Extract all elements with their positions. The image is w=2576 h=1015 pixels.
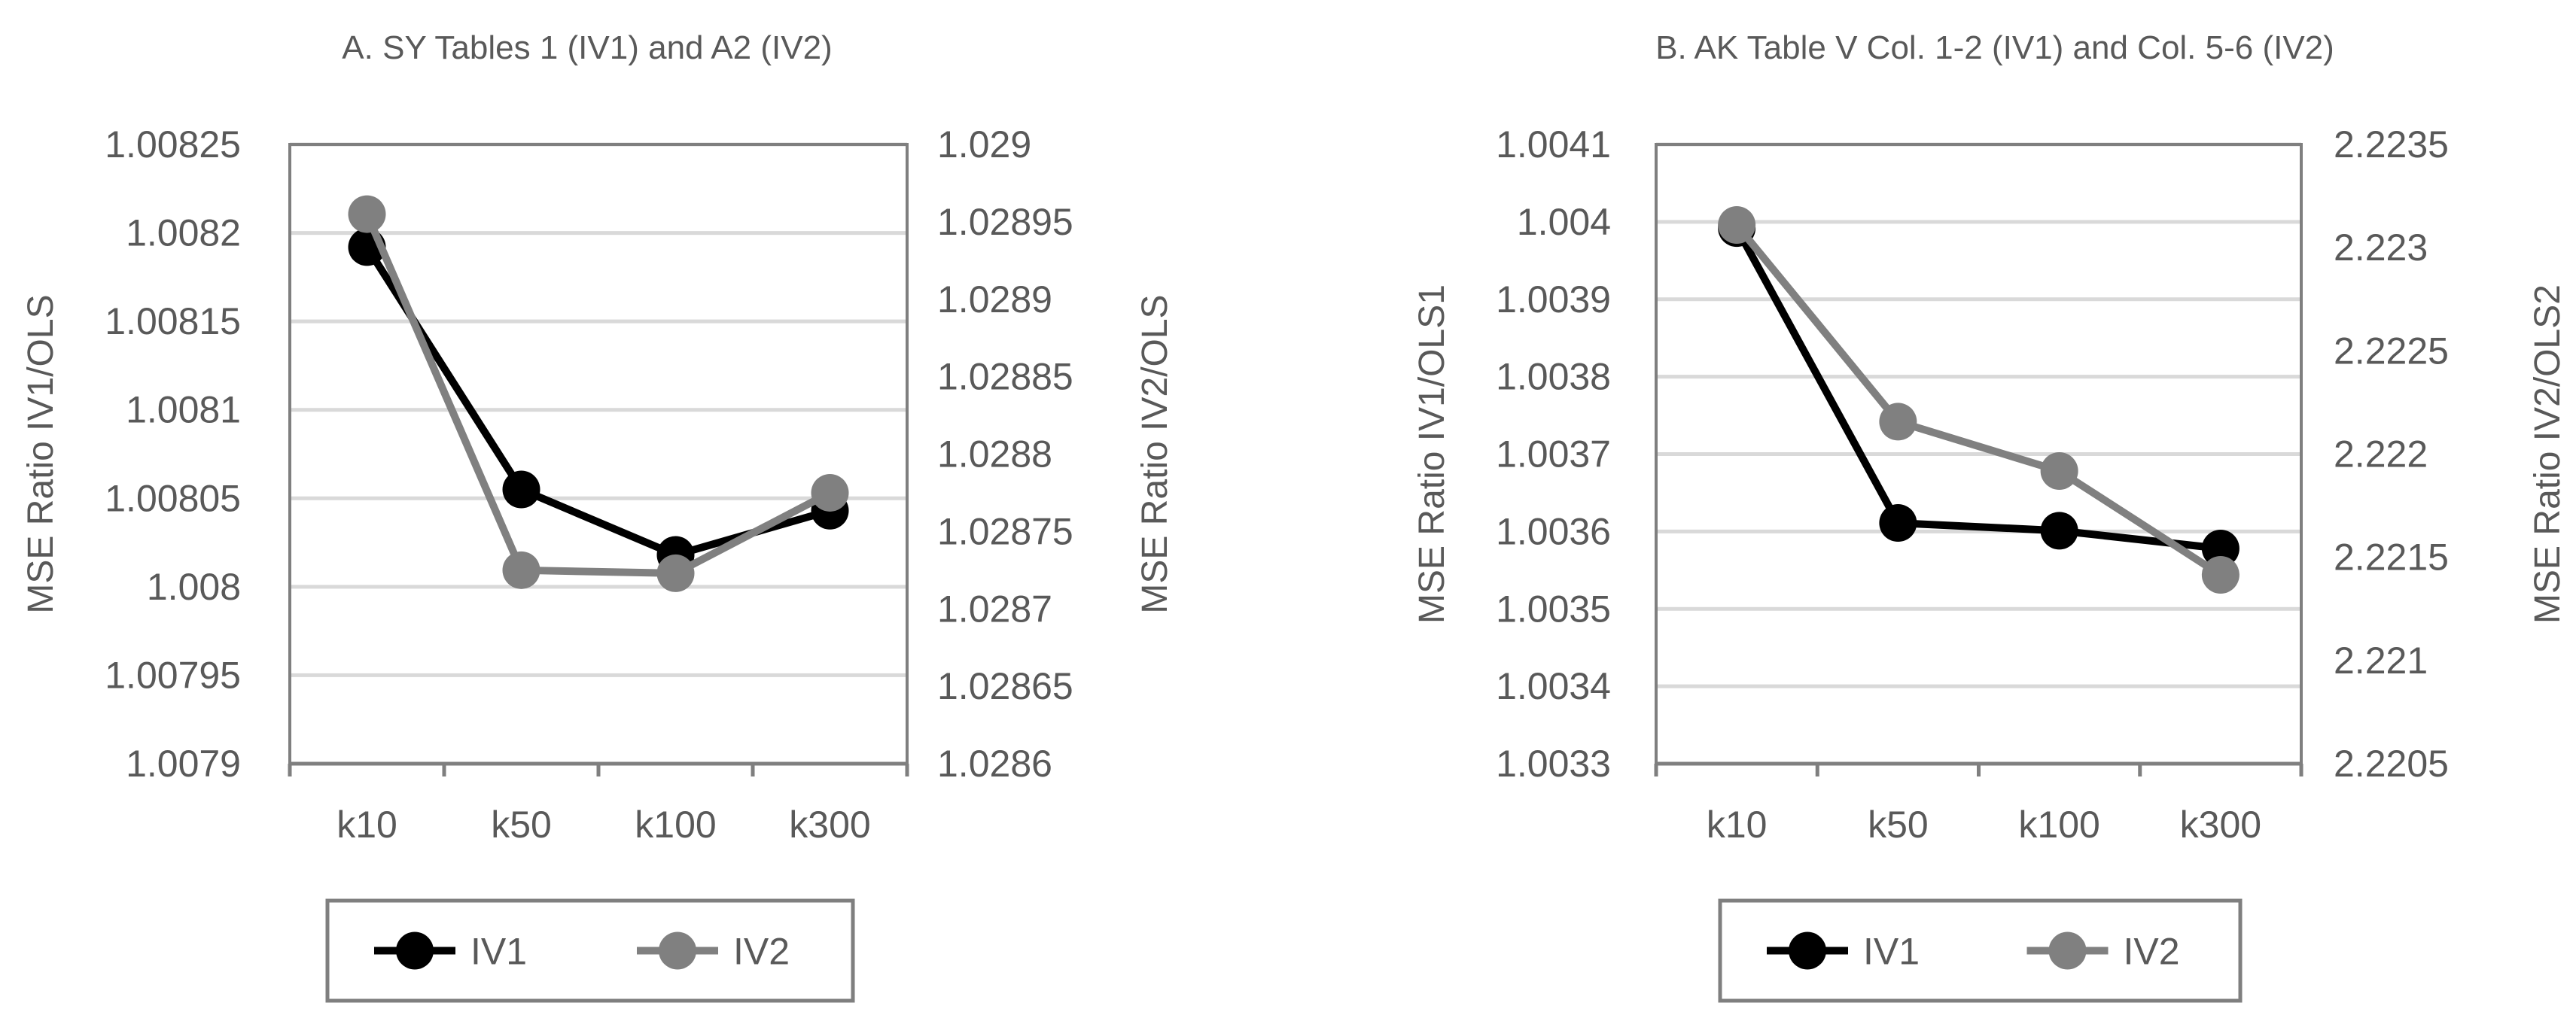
data-point-iv2 xyxy=(348,195,386,233)
left-y-tick-label: 1.0035 xyxy=(1496,588,1611,630)
left-y-axis-title: MSE Ratio IV1/OLS xyxy=(21,294,61,613)
legend-marker-iv1 xyxy=(396,931,434,970)
x-tick-label: k100 xyxy=(2018,804,2099,846)
series-line-iv1 xyxy=(364,245,831,559)
data-point-iv2 xyxy=(811,473,849,512)
right-y-tick-label: 2.223 xyxy=(2334,226,2428,269)
legend-box xyxy=(1718,898,2243,1003)
left-y-tick-label: 1.008 xyxy=(147,566,241,608)
legend-label: IV1 xyxy=(470,931,527,973)
data-point-iv2 xyxy=(2201,555,2240,594)
data-point-iv2 xyxy=(2040,451,2078,490)
legend-marker-iv2 xyxy=(659,931,696,970)
chart-title: A. SY Tables 1 (IV1) and A2 (IV2) xyxy=(342,29,832,66)
data-point-iv1 xyxy=(2201,530,2240,568)
left-y-tick-label: 1.00805 xyxy=(105,477,241,519)
right-y-tick-label: 2.2235 xyxy=(2334,123,2449,166)
series-line-iv1 xyxy=(1733,226,2221,552)
left-y-tick-label: 1.0082 xyxy=(126,212,241,254)
right-y-axis-title: MSE Ratio IV2/OLS xyxy=(1135,294,1175,613)
x-tick-label: k50 xyxy=(1868,804,1929,846)
x-tick-label: k10 xyxy=(336,804,397,846)
right-y-tick-label: 1.0288 xyxy=(937,433,1052,476)
left-y-tick-label: 1.004 xyxy=(1517,201,1611,243)
right-y-tick-label: 1.02895 xyxy=(937,201,1073,243)
right-y-tick-label: 1.02885 xyxy=(937,356,1073,398)
data-point-iv2 xyxy=(1879,403,1917,441)
x-tick-label: k10 xyxy=(1707,804,1768,846)
legend-marker-iv1 xyxy=(1789,931,1826,970)
x-tick-label: k50 xyxy=(491,804,552,846)
right-y-axis-title: MSE Ratio IV2/OLS2 xyxy=(2528,284,2568,624)
right-y-tick-label: 1.02865 xyxy=(937,665,1073,707)
legend-label: IV2 xyxy=(2124,931,2180,973)
left-y-tick-label: 1.0038 xyxy=(1496,356,1611,398)
right-y-tick-label: 1.029 xyxy=(937,123,1031,166)
left-y-tick-label: 1.0034 xyxy=(1496,665,1611,707)
data-point-iv2 xyxy=(502,551,540,589)
left-y-tick-label: 1.0039 xyxy=(1496,278,1611,321)
x-tick-label: k300 xyxy=(789,804,870,846)
right-y-tick-label: 1.02875 xyxy=(937,510,1073,552)
data-point-iv1 xyxy=(502,470,540,509)
data-point-iv1 xyxy=(2040,512,2078,550)
legend-marker-iv2 xyxy=(2048,931,2087,970)
left-y-tick-label: 1.0037 xyxy=(1496,433,1611,476)
legend-box xyxy=(325,898,855,1003)
right-y-tick-label: 2.2225 xyxy=(2334,330,2449,372)
right-y-tick-label: 1.0287 xyxy=(937,588,1052,630)
right-y-tick-label: 1.0289 xyxy=(937,278,1052,321)
left-y-tick-label: 1.0036 xyxy=(1496,510,1611,552)
legend-label: IV1 xyxy=(1863,931,1920,973)
left-y-tick-label: 1.0041 xyxy=(1496,123,1611,166)
right-y-tick-label: 1.0286 xyxy=(937,743,1052,785)
right-y-tick-label: 2.221 xyxy=(2334,640,2428,682)
chart-panel-b: B. AK Table V Col. 1-2 (IV1) and Col. 5-… xyxy=(1412,29,2568,1003)
series-line-iv2 xyxy=(1734,222,2223,579)
x-tick-label: k100 xyxy=(635,804,716,846)
chart-panel-a: A. SY Tables 1 (IV1) and A2 (IV2) k10 k50 k… xyxy=(21,29,1175,1003)
left-y-tick-label: 1.0079 xyxy=(126,743,241,785)
left-y-tick-label: 1.00795 xyxy=(105,654,241,696)
data-point-iv2 xyxy=(1718,205,1756,244)
right-y-tick-label: 2.2205 xyxy=(2334,743,2449,785)
series-line-iv2 xyxy=(363,212,832,577)
right-y-tick-label: 2.222 xyxy=(2334,433,2428,476)
left-y-tick-label: 1.00815 xyxy=(105,300,241,342)
left-y-tick-label: 1.00825 xyxy=(105,123,241,166)
chart-title: B. AK Table V Col. 1-2 (IV1) and Col. 5-… xyxy=(1655,29,2334,66)
right-y-tick-label: 2.2215 xyxy=(2334,536,2449,579)
data-point-iv1 xyxy=(1879,504,1917,542)
left-y-tick-label: 1.0033 xyxy=(1496,743,1611,785)
x-tick-label: k300 xyxy=(2180,804,2261,846)
data-point-iv2 xyxy=(656,554,695,592)
left-y-tick-label: 1.0081 xyxy=(126,389,241,431)
legend-label: IV2 xyxy=(733,931,790,973)
left-y-axis-title: MSE Ratio IV1/OLS1 xyxy=(1412,284,1452,624)
